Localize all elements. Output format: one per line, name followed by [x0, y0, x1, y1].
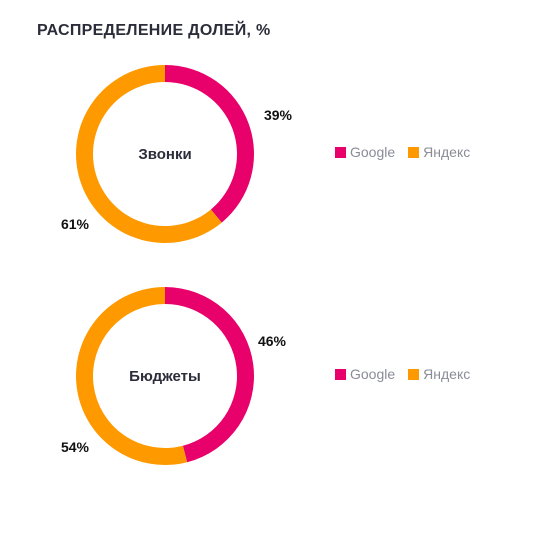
legend-item-yandex: Яндекс: [408, 144, 470, 160]
donut-slice-google: [165, 287, 254, 463]
donut-center-label: Звонки: [138, 146, 191, 163]
donut-slice-google: [165, 65, 254, 223]
legend-item-google: Google: [335, 144, 395, 160]
donut-center-label: Бюджеты: [129, 368, 201, 385]
legend-swatch-google: [335, 146, 346, 158]
donut-slice-yandex: [75, 287, 188, 465]
legend-budgets: Google Яндекс: [335, 366, 470, 382]
legend-swatch-google: [335, 368, 346, 380]
donut-slice-yandex: [76, 65, 222, 243]
legend-label-google: Google: [350, 366, 396, 382]
legend-swatch-yandex: [408, 146, 420, 158]
slice-value-label: 61%: [61, 216, 90, 232]
slice-value-label: 54%: [61, 439, 90, 455]
chart-title: РАСПРЕДЕЛЕНИЕ ДОЛЕЙ, %: [37, 22, 271, 39]
donut-chart-calls: 39% 61% Звонки: [61, 65, 293, 243]
legend-label-yandex: Яндекс: [423, 366, 471, 382]
legend-item-google: Google: [335, 366, 395, 382]
slice-value-label: 39%: [264, 107, 293, 123]
legend-label-yandex: Яндекс: [423, 144, 471, 160]
legend-swatch-yandex: [408, 368, 420, 380]
legend-label-google: Google: [350, 144, 396, 160]
legend-calls: Google Яндекс: [335, 144, 470, 160]
legend-item-yandex: Яндекс: [408, 366, 470, 382]
donut-chart-budgets: 46% 54% Бюджеты: [61, 287, 287, 465]
slice-value-label: 46%: [258, 333, 287, 349]
